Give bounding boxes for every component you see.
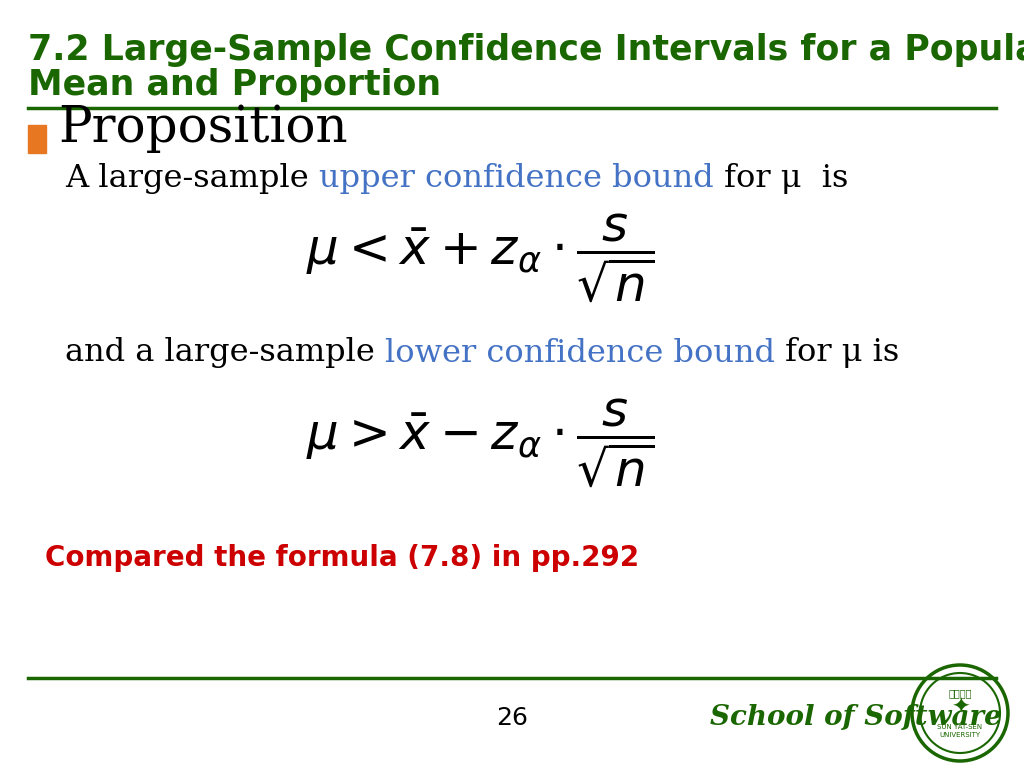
Text: upper confidence bound: upper confidence bound xyxy=(318,163,714,194)
Text: ✦: ✦ xyxy=(950,698,970,718)
Bar xyxy=(28,125,46,153)
Text: $\mu < \bar{x} + z_{\alpha} \cdot \dfrac{s}{\sqrt{n}}$: $\mu < \bar{x} + z_{\alpha} \cdot \dfrac… xyxy=(305,211,654,305)
Text: A large-sample: A large-sample xyxy=(65,163,318,194)
Text: SUN YAT-SEN: SUN YAT-SEN xyxy=(937,724,983,730)
Text: $\mu > \bar{x} - z_{\alpha} \cdot \dfrac{s}{\sqrt{n}}$: $\mu > \bar{x} - z_{\alpha} \cdot \dfrac… xyxy=(305,396,654,489)
Text: Compared the formula (7.8) in pp.292: Compared the formula (7.8) in pp.292 xyxy=(45,544,639,572)
Text: and a large-sample: and a large-sample xyxy=(65,337,385,369)
Text: 中山大學: 中山大學 xyxy=(948,688,972,698)
Text: Proposition: Proposition xyxy=(58,103,347,153)
Text: for μ  is: for μ is xyxy=(714,163,848,194)
Text: 7.2 Large-Sample Confidence Intervals for a Population: 7.2 Large-Sample Confidence Intervals fo… xyxy=(28,33,1024,67)
Text: Mean and Proportion: Mean and Proportion xyxy=(28,68,441,102)
Text: School of Software: School of Software xyxy=(710,704,1001,731)
Text: 26: 26 xyxy=(496,706,528,730)
Text: for μ is: for μ is xyxy=(775,337,899,369)
Text: UNIVERSITY: UNIVERSITY xyxy=(939,732,981,738)
Text: lower confidence bound: lower confidence bound xyxy=(385,337,775,369)
